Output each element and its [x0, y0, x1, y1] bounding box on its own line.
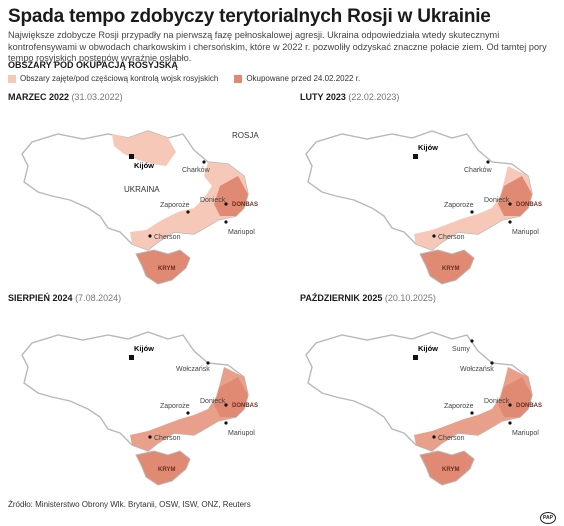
mariupol-marker: [224, 220, 228, 224]
page-title: Spada tempo zdobyczy terytorialnych Rosj…: [8, 6, 491, 27]
kyiv-label: Kijów: [134, 344, 154, 353]
kherson-marker: [432, 435, 436, 439]
ukraine-label: UKRAINA: [124, 185, 160, 194]
zaporizhzhia-marker: [186, 411, 190, 415]
vovchansk-marker: [206, 361, 210, 365]
kharkiv-marker: [202, 160, 206, 164]
donetsk-marker: [224, 403, 228, 407]
lead-text: Największe zdobycze Rosji przypadły na p…: [8, 30, 547, 63]
sumy-marker: [470, 339, 474, 343]
zaporizhzhia-marker: [470, 411, 474, 415]
map-oct-2025: Kijów Sumy Wołczańsk Zaporoże Donieck DO…: [305, 331, 542, 486]
mariupol-label: Mariupol: [512, 229, 539, 236]
crimea-label: KRYM: [442, 467, 459, 473]
kyiv-label: Kijów: [134, 161, 154, 170]
kherson-marker: [148, 234, 152, 238]
legend-label-pre2022: Okupowane przed 24.02.2022 r.: [246, 74, 361, 83]
kyiv-label: Kijów: [418, 143, 438, 152]
donetsk-label: Donieck: [484, 197, 510, 204]
kyiv-marker: [129, 154, 134, 159]
mariupol-label: Mariupol: [512, 430, 539, 437]
kherson-label: Cherson: [154, 234, 181, 241]
kyiv-marker: [413, 355, 418, 360]
donetsk-marker: [508, 403, 512, 407]
donbas-label: DONBAS: [232, 403, 258, 409]
legend-swatch-occupied: [8, 74, 16, 83]
mariupol-label: Mariupol: [228, 229, 255, 236]
mariupol-marker: [508, 421, 512, 425]
donetsk-label: Donieck: [484, 398, 510, 405]
donbas-label: DONBAS: [516, 202, 542, 208]
map-aug-2024: Kijów Wołczańsk Zaporoże Donieck DONBAS …: [21, 331, 258, 486]
panel-title-oct-2025: PAŹDZIERNIK 2025 (20.10.2025): [300, 293, 436, 303]
vovchansk-marker: [490, 361, 494, 365]
zaporizhzhia-label: Zaporoże: [444, 403, 474, 410]
zaporizhzhia-label: Zaporoże: [160, 403, 190, 410]
kherson-label: Cherson: [438, 234, 465, 241]
map-feb-2023: Kijów Charków Zaporoże Donieck DONBAS Ch…: [305, 130, 542, 285]
donetsk-label: Donieck: [200, 197, 226, 204]
legend-label-occupied: Obszary zajęte/pod częściową kontrolą wo…: [20, 74, 219, 83]
donetsk-marker: [508, 202, 512, 206]
kherson-label: Cherson: [154, 435, 181, 442]
section-heading: OBSZARY POD OKUPACJĄ ROSYJSKĄ: [8, 60, 178, 70]
mariupol-marker: [224, 421, 228, 425]
mariupol-marker: [508, 220, 512, 224]
vovchansk-label: Wołczańsk: [460, 366, 494, 373]
crimea-label: KRYM: [158, 467, 175, 473]
source-note: Źródło: Ministerstwo Obrony Wlk. Brytani…: [8, 500, 251, 509]
panel-title-mar-2022: MARZEC 2022 (31.03.2022): [8, 92, 123, 102]
crimea-label: KRYM: [158, 266, 175, 272]
kharkiv-label: Charków: [182, 167, 211, 174]
kherson-marker: [432, 234, 436, 238]
kharkiv-marker: [486, 160, 490, 164]
zaporizhzhia-label: Zaporoże: [444, 202, 474, 209]
donbas-label: DONBAS: [232, 202, 258, 208]
donetsk-marker: [224, 202, 228, 206]
vovchansk-label: Wołczańsk: [176, 366, 210, 373]
kherson-marker: [148, 435, 152, 439]
mariupol-label: Mariupol: [228, 430, 255, 437]
russia-label: ROSJA: [232, 131, 259, 140]
kherson-label: Cherson: [438, 435, 465, 442]
kyiv-label: Kijów: [418, 344, 438, 353]
zaporizhzhia-marker: [186, 210, 190, 214]
donbas-label: DONBAS: [516, 403, 542, 409]
pap-logo: PAP: [540, 512, 556, 524]
legend-swatch-pre2022: [234, 74, 243, 83]
panel-title-aug-2024: SIERPIEŃ 2024 (7.08.2024): [8, 293, 122, 303]
sumy-label: Sumy: [452, 346, 470, 353]
donetsk-label: Donieck: [200, 398, 226, 405]
map-march-2022: Kijów ROSJA UKRAINA Charków Zaporoże Don…: [21, 130, 259, 285]
panel-title-feb-2023: LUTY 2023 (22.02.2023): [300, 92, 400, 102]
kyiv-marker: [129, 355, 134, 360]
legend: Obszary zajęte/pod częściową kontrolą wo…: [8, 74, 360, 83]
zaporizhzhia-label: Zaporoże: [160, 202, 190, 209]
kharkiv-label: Charków: [464, 167, 493, 174]
kyiv-marker: [413, 154, 418, 159]
crimea-label: KRYM: [442, 266, 459, 272]
zaporizhzhia-marker: [470, 210, 474, 214]
